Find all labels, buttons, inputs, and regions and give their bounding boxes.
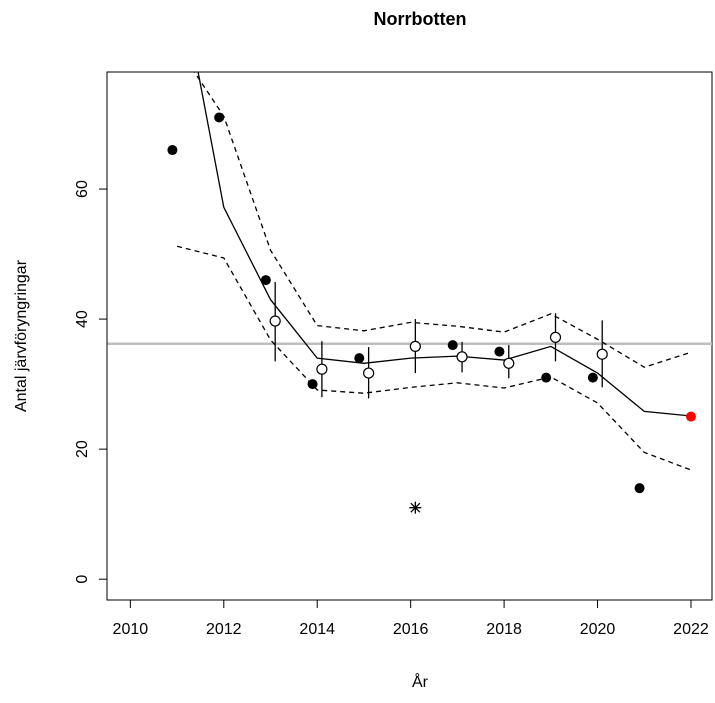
x-tick-label: 2014	[299, 621, 335, 638]
filled-point	[307, 379, 318, 390]
open-point	[456, 351, 468, 363]
filled-point	[634, 483, 645, 494]
x-axis-label: År	[412, 672, 429, 691]
dashed-line	[176, 245, 692, 471]
y-tick-label: 60	[74, 180, 91, 198]
filled-point	[354, 353, 365, 364]
open-point	[363, 367, 375, 379]
open-point	[409, 340, 421, 353]
open-point	[269, 315, 281, 327]
chart-title: Norrbotten	[374, 9, 467, 29]
open-point	[596, 348, 608, 360]
filled-point	[685, 411, 696, 422]
star-point	[409, 501, 422, 514]
filled-point	[260, 275, 271, 286]
x-tick-label: 2016	[393, 621, 429, 638]
x-tick-label: 2018	[486, 621, 522, 638]
x-tick-label: 2010	[113, 621, 149, 638]
open-point	[549, 331, 562, 343]
plot-area	[107, 72, 712, 514]
solid-line	[197, 72, 692, 417]
y-tick-label: 20	[74, 440, 91, 458]
dashed-line	[193, 72, 692, 368]
filled-point	[167, 145, 178, 156]
x-tick-label: 2012	[206, 621, 242, 638]
plot-frame	[106, 71, 713, 601]
filled-point	[541, 372, 552, 383]
filled-point	[214, 112, 225, 123]
y-tick-label: 40	[74, 310, 91, 328]
open-point	[316, 363, 328, 375]
open-point	[503, 357, 515, 369]
filled-point	[494, 346, 505, 357]
y-axis-label: Antal järvföryngringar	[13, 259, 30, 412]
x-tick-label: 2020	[580, 621, 616, 638]
y-tick-label: 0	[74, 575, 91, 584]
x-tick-label: 2022	[673, 621, 709, 638]
filled-point	[447, 340, 458, 351]
filled-point	[587, 372, 598, 383]
